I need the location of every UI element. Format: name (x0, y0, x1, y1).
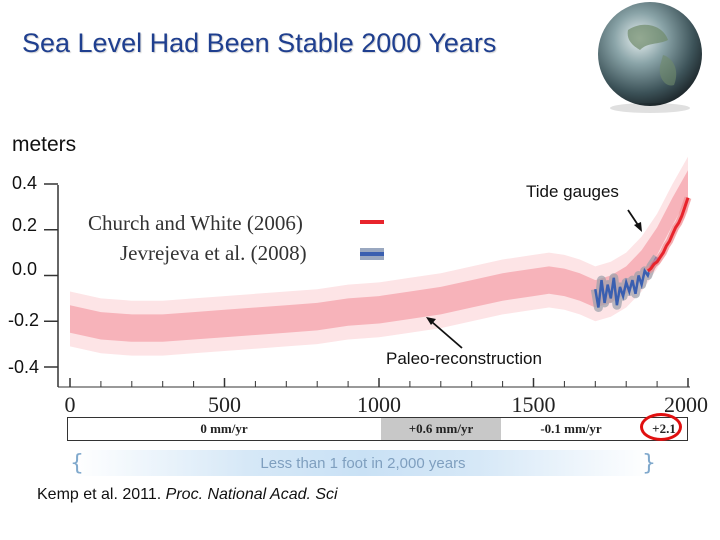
annotation-tide-gauges: Tide gauges (526, 182, 619, 201)
rate-bar: 0 mm/yr +0.6 mm/yr -0.1 mm/yr +2.1 (67, 417, 688, 441)
legend-label-jevrejeva: Jevrejeva et al. (2008) (120, 241, 307, 265)
y-tick-label: -0.2 (8, 310, 40, 330)
rate-segment-1: +0.6 mm/yr (381, 418, 501, 440)
x-tick-label: 1500 (512, 392, 556, 417)
citation-authors: Kemp et al. 2011. (37, 486, 166, 503)
y-axis-unit-label: meters (12, 133, 77, 156)
right-brace: } (642, 451, 656, 476)
x-tick-label: 2000 (664, 392, 708, 417)
annotation-paleo-reconstruction: Paleo-reconstruction (386, 349, 542, 368)
paleo-band-outer (70, 156, 688, 356)
legend-label-church-white: Church and White (2006) (88, 211, 303, 235)
annotation-arrowhead-paleo (426, 317, 436, 325)
x-tick-label: 0 (65, 392, 76, 417)
y-tick-label: -0.4 (8, 357, 40, 377)
y-axis-ticks (44, 183, 58, 368)
x-tick-label: 500 (208, 392, 241, 417)
annotation-arrowhead-tide-gauges (634, 222, 642, 232)
jevrejeva-line (594, 256, 659, 308)
summary-bar: Less than 1 foot in 2,000 years (74, 450, 652, 476)
uncertainty-bands (70, 156, 688, 356)
y-tick-label: 0.0 (12, 259, 38, 279)
rate-highlight-ring (640, 413, 682, 441)
citation-journal: Proc. National Acad. Sci (165, 486, 338, 503)
sea-level-chart: 0 500 1000 1500 2000 Church and White (2006)… (44, 156, 708, 417)
citation: Kemp et al. 2011. Proc. National Acad. S… (37, 486, 338, 504)
x-tick-label: 1000 (357, 392, 401, 417)
summary-text: Less than 1 foot in 2,000 years (260, 455, 466, 472)
paleo-band-inner (70, 170, 688, 342)
series-lines (590, 196, 692, 312)
church-white-line (646, 197, 690, 273)
x-axis-ticks: 0 500 1000 1500 2000 (65, 378, 708, 417)
rate-segment-0: 0 mm/yr (200, 421, 248, 436)
y-tick-label: 0.4 (12, 173, 38, 193)
annotation-arrow-paleo (431, 321, 463, 349)
rate-segment-2: -0.1 mm/yr (540, 421, 602, 436)
y-tick-label: 0.2 (12, 215, 38, 235)
globe-image (598, 2, 702, 113)
slide-title: Sea Level Had Been Stable 2000 Years (22, 28, 497, 58)
